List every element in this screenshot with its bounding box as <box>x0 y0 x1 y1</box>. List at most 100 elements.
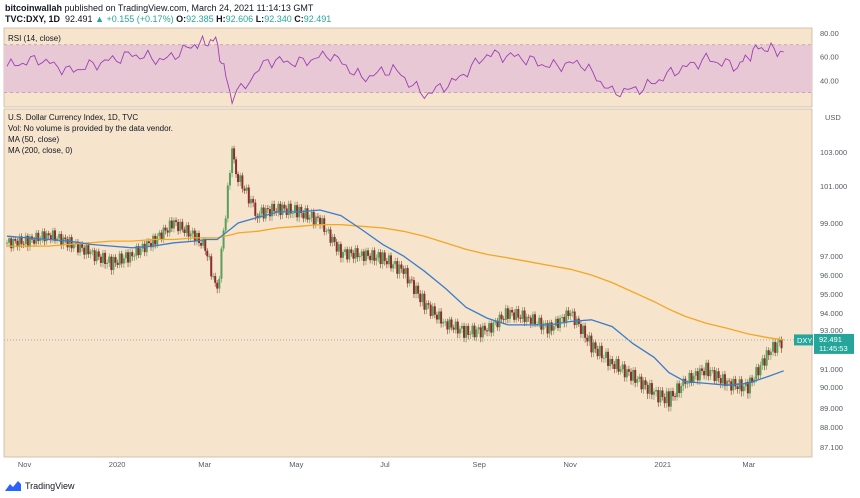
candle-body <box>460 325 463 329</box>
candle-body <box>110 256 113 271</box>
candle-body <box>419 293 422 303</box>
candle-body <box>698 368 701 381</box>
candle-body <box>43 231 46 242</box>
candle-body <box>465 325 468 338</box>
candle-body <box>669 390 672 407</box>
candle-body <box>135 246 138 256</box>
x-tick-label: Mar <box>742 460 755 469</box>
candle-body <box>204 239 207 251</box>
candle-body <box>362 251 365 261</box>
candle-body <box>33 239 36 244</box>
candle-body <box>291 213 294 214</box>
candle-body <box>659 390 662 403</box>
candle-body <box>586 337 589 342</box>
candle-body <box>757 367 760 376</box>
candle-body <box>97 251 100 257</box>
candle-body <box>296 205 299 218</box>
candle-body <box>569 312 572 316</box>
candle-body <box>95 251 98 262</box>
price-tag-value: 92.491 <box>819 335 842 344</box>
candle-body <box>674 396 677 398</box>
candle-body <box>218 278 221 289</box>
candle-body <box>321 218 324 225</box>
candle-body <box>755 367 758 380</box>
candle-body <box>116 262 119 265</box>
candle-body <box>287 203 290 216</box>
candle-body <box>508 309 511 319</box>
candle-body <box>490 323 493 333</box>
candle-body <box>72 244 75 249</box>
candle-body <box>158 232 161 236</box>
candle-body <box>249 199 252 204</box>
candle-body <box>373 250 376 261</box>
candle-body <box>592 342 595 353</box>
candle-body <box>525 316 528 323</box>
candle-body <box>486 330 489 332</box>
candle-body <box>563 316 566 324</box>
candle-body <box>271 203 274 217</box>
candle-body <box>452 327 455 330</box>
candle-body <box>76 241 79 253</box>
x-tick-label: Nov <box>563 460 577 469</box>
x-tick-label: Mar <box>198 460 211 469</box>
candle-body <box>325 230 328 232</box>
y-tick-label: 99.000 <box>820 219 843 228</box>
candle-body <box>450 319 453 328</box>
candle-body <box>279 203 282 216</box>
candle-body <box>596 348 599 357</box>
candle-body <box>652 391 655 395</box>
low-label: L: <box>255 14 265 24</box>
candle-body <box>467 325 470 335</box>
candle-body <box>719 378 722 384</box>
rsi-label: RSI (14, close) <box>8 34 61 43</box>
candle-body <box>327 229 330 231</box>
candle-body <box>247 187 250 204</box>
author-name[interactable]: bitcoinwallah <box>5 3 63 13</box>
candle-body <box>627 369 630 372</box>
candle-body <box>440 311 443 324</box>
candle-body <box>177 221 180 232</box>
currency-label: USD <box>825 113 841 122</box>
candle-body <box>678 383 681 394</box>
candle-body <box>124 252 127 259</box>
candle-body <box>375 257 378 261</box>
candle-body <box>58 233 61 239</box>
candle-body <box>16 240 19 248</box>
candle-body <box>778 339 781 343</box>
candle-body <box>70 237 73 249</box>
candle-body <box>625 369 628 378</box>
candle-body <box>425 303 428 310</box>
candle-body <box>47 233 50 236</box>
candle-body <box>396 261 399 274</box>
candle-body <box>329 229 332 243</box>
candle-body <box>623 364 626 378</box>
candle-body <box>360 251 363 256</box>
x-tick-label: 2020 <box>109 460 126 469</box>
candle-body <box>81 244 84 248</box>
candle-body <box>477 327 480 330</box>
candle-body <box>304 208 307 219</box>
candle-body <box>542 323 545 330</box>
candle-body <box>266 208 269 210</box>
candle-body <box>546 323 549 334</box>
candle-body <box>588 335 591 342</box>
candle-body <box>152 235 155 248</box>
candle-body <box>164 227 167 231</box>
candle-body <box>18 236 21 248</box>
candle-body <box>571 311 574 313</box>
rsi-tick-label: 80.00 <box>820 29 839 38</box>
candle-body <box>356 248 359 258</box>
candle-body <box>661 390 664 398</box>
candle-body <box>579 324 582 334</box>
footer-brand[interactable]: TradingView <box>25 481 75 491</box>
candle-body <box>617 359 620 372</box>
candle-body <box>387 255 390 265</box>
candle-body <box>342 252 345 258</box>
close-label: C: <box>294 14 304 24</box>
candle-body <box>127 252 130 263</box>
candle-body <box>352 253 355 259</box>
candle-body <box>748 377 751 394</box>
candle-body <box>379 252 382 264</box>
candle-body <box>765 350 768 366</box>
